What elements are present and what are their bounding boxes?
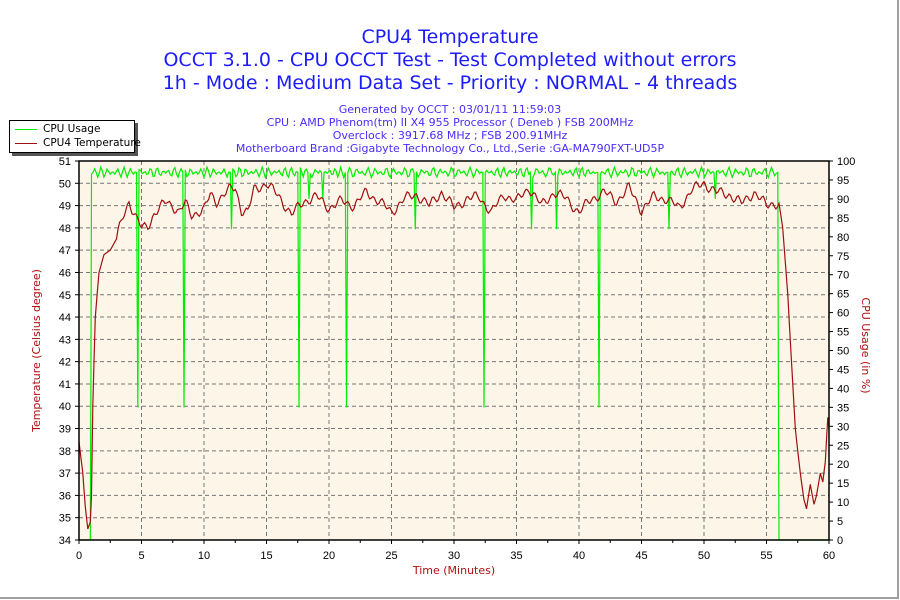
y-tick-label: 36 [59, 490, 71, 502]
y2-tick-label: 70 [837, 270, 849, 282]
x-tick-label: 0 [76, 550, 82, 562]
y2-tick-label: 10 [837, 497, 849, 509]
y-tick-label: 43 [59, 334, 71, 346]
y2-tick-label: 90 [837, 194, 849, 206]
legend-label: CPU Usage [43, 123, 101, 135]
y2-tick-label: 40 [837, 383, 849, 395]
info-cpu: CPU : AMD Phenom(tm) II X4 955 Processor… [266, 116, 634, 129]
y-tick-label: 42 [59, 357, 71, 369]
chart-title: CPU4 Temperature [361, 26, 539, 48]
y2-tick-label: 100 [837, 156, 855, 168]
x-tick-label: 30 [448, 550, 460, 562]
info-motherboard: Motherboard Brand :Gigabyte Technology C… [235, 142, 665, 155]
series-line-cpu-usage [79, 164, 829, 541]
info-overclock: Overclock : 3917.68 MHz ; FSB 200.91MHz [332, 129, 568, 142]
x-tick-label: 10 [198, 550, 210, 562]
y2-tick-label: 85 [837, 213, 849, 225]
y2-tick-label: 15 [837, 478, 849, 490]
y2-tick-label: 35 [837, 402, 849, 414]
y-tick-label: 44 [59, 312, 71, 324]
y-tick-label: 45 [59, 290, 71, 302]
y-tick-label: 39 [59, 424, 71, 436]
x-tick-label: 50 [698, 550, 710, 562]
legend-label: CPU4 Temperature [43, 137, 141, 149]
x-tick-label: 40 [573, 550, 585, 562]
chart-subtitle-test: OCCT 3.1.0 - CPU OCCT Test - Test Comple… [163, 49, 737, 71]
y2-tick-label: 20 [837, 459, 849, 471]
legend-swatch-cpu-usage [15, 128, 37, 130]
y-tick-label: 37 [59, 468, 71, 480]
y-tick-label: 48 [59, 223, 71, 235]
y-tick-label: 46 [59, 267, 71, 279]
y2-tick-label: 60 [837, 308, 849, 320]
y-tick-label: 34 [59, 535, 71, 547]
y2-tick-label: 55 [837, 327, 849, 339]
y-tick-label: 41 [59, 379, 71, 391]
legend: CPU Usage CPU4 Temperature [9, 120, 141, 153]
x-tick-label: 5 [138, 550, 144, 562]
x-axis-label: Time (Minutes) [412, 564, 495, 577]
y2-tick-label: 30 [837, 421, 849, 433]
legend-swatch-cpu4-temperature [15, 142, 37, 144]
y2-tick-label: 80 [837, 232, 849, 244]
y2-tick-label: 65 [837, 289, 849, 301]
y-tick-label: 51 [59, 156, 71, 168]
y2-tick-label: 5 [837, 516, 843, 528]
y-tick-label: 49 [59, 201, 71, 213]
y2-tick-label: 75 [837, 251, 849, 263]
x-tick-label: 45 [635, 550, 647, 562]
y2-axis-label: CPU Usage (in %) [859, 297, 872, 393]
info-generated: Generated by OCCT : 03/01/11 11:59:03 [338, 103, 562, 116]
x-tick-label: 25 [385, 550, 397, 562]
y2-tick-label: 95 [837, 175, 849, 187]
x-tick-label: 55 [760, 550, 772, 562]
y2-tick-label: 25 [837, 440, 849, 452]
x-tick-label: 20 [323, 550, 335, 562]
y-axis-label: Temperature (Celsius degree) [30, 269, 43, 433]
y-tick-label: 47 [59, 245, 71, 257]
y-tick-label: 40 [59, 401, 71, 413]
series-line-cpu4-temperature [78, 180, 830, 530]
y-tick-label: 35 [59, 513, 71, 525]
legend-item-cpu-usage: CPU Usage [15, 122, 100, 136]
y-tick-label: 50 [59, 178, 71, 190]
y2-tick-label: 0 [837, 535, 843, 547]
y-tick-label: 38 [59, 446, 71, 458]
plot-border [78, 160, 830, 541]
y2-tick-label: 45 [837, 364, 849, 376]
legend-item-cpu4-temperature: CPU4 Temperature [15, 136, 141, 150]
x-tick-label: 15 [260, 550, 272, 562]
x-tick-label: 60 [823, 550, 835, 562]
chart-subtitle-mode: 1h - Mode : Medium Data Set - Priority :… [162, 72, 738, 94]
x-tick-label: 35 [510, 550, 522, 562]
y2-tick-label: 50 [837, 346, 849, 358]
